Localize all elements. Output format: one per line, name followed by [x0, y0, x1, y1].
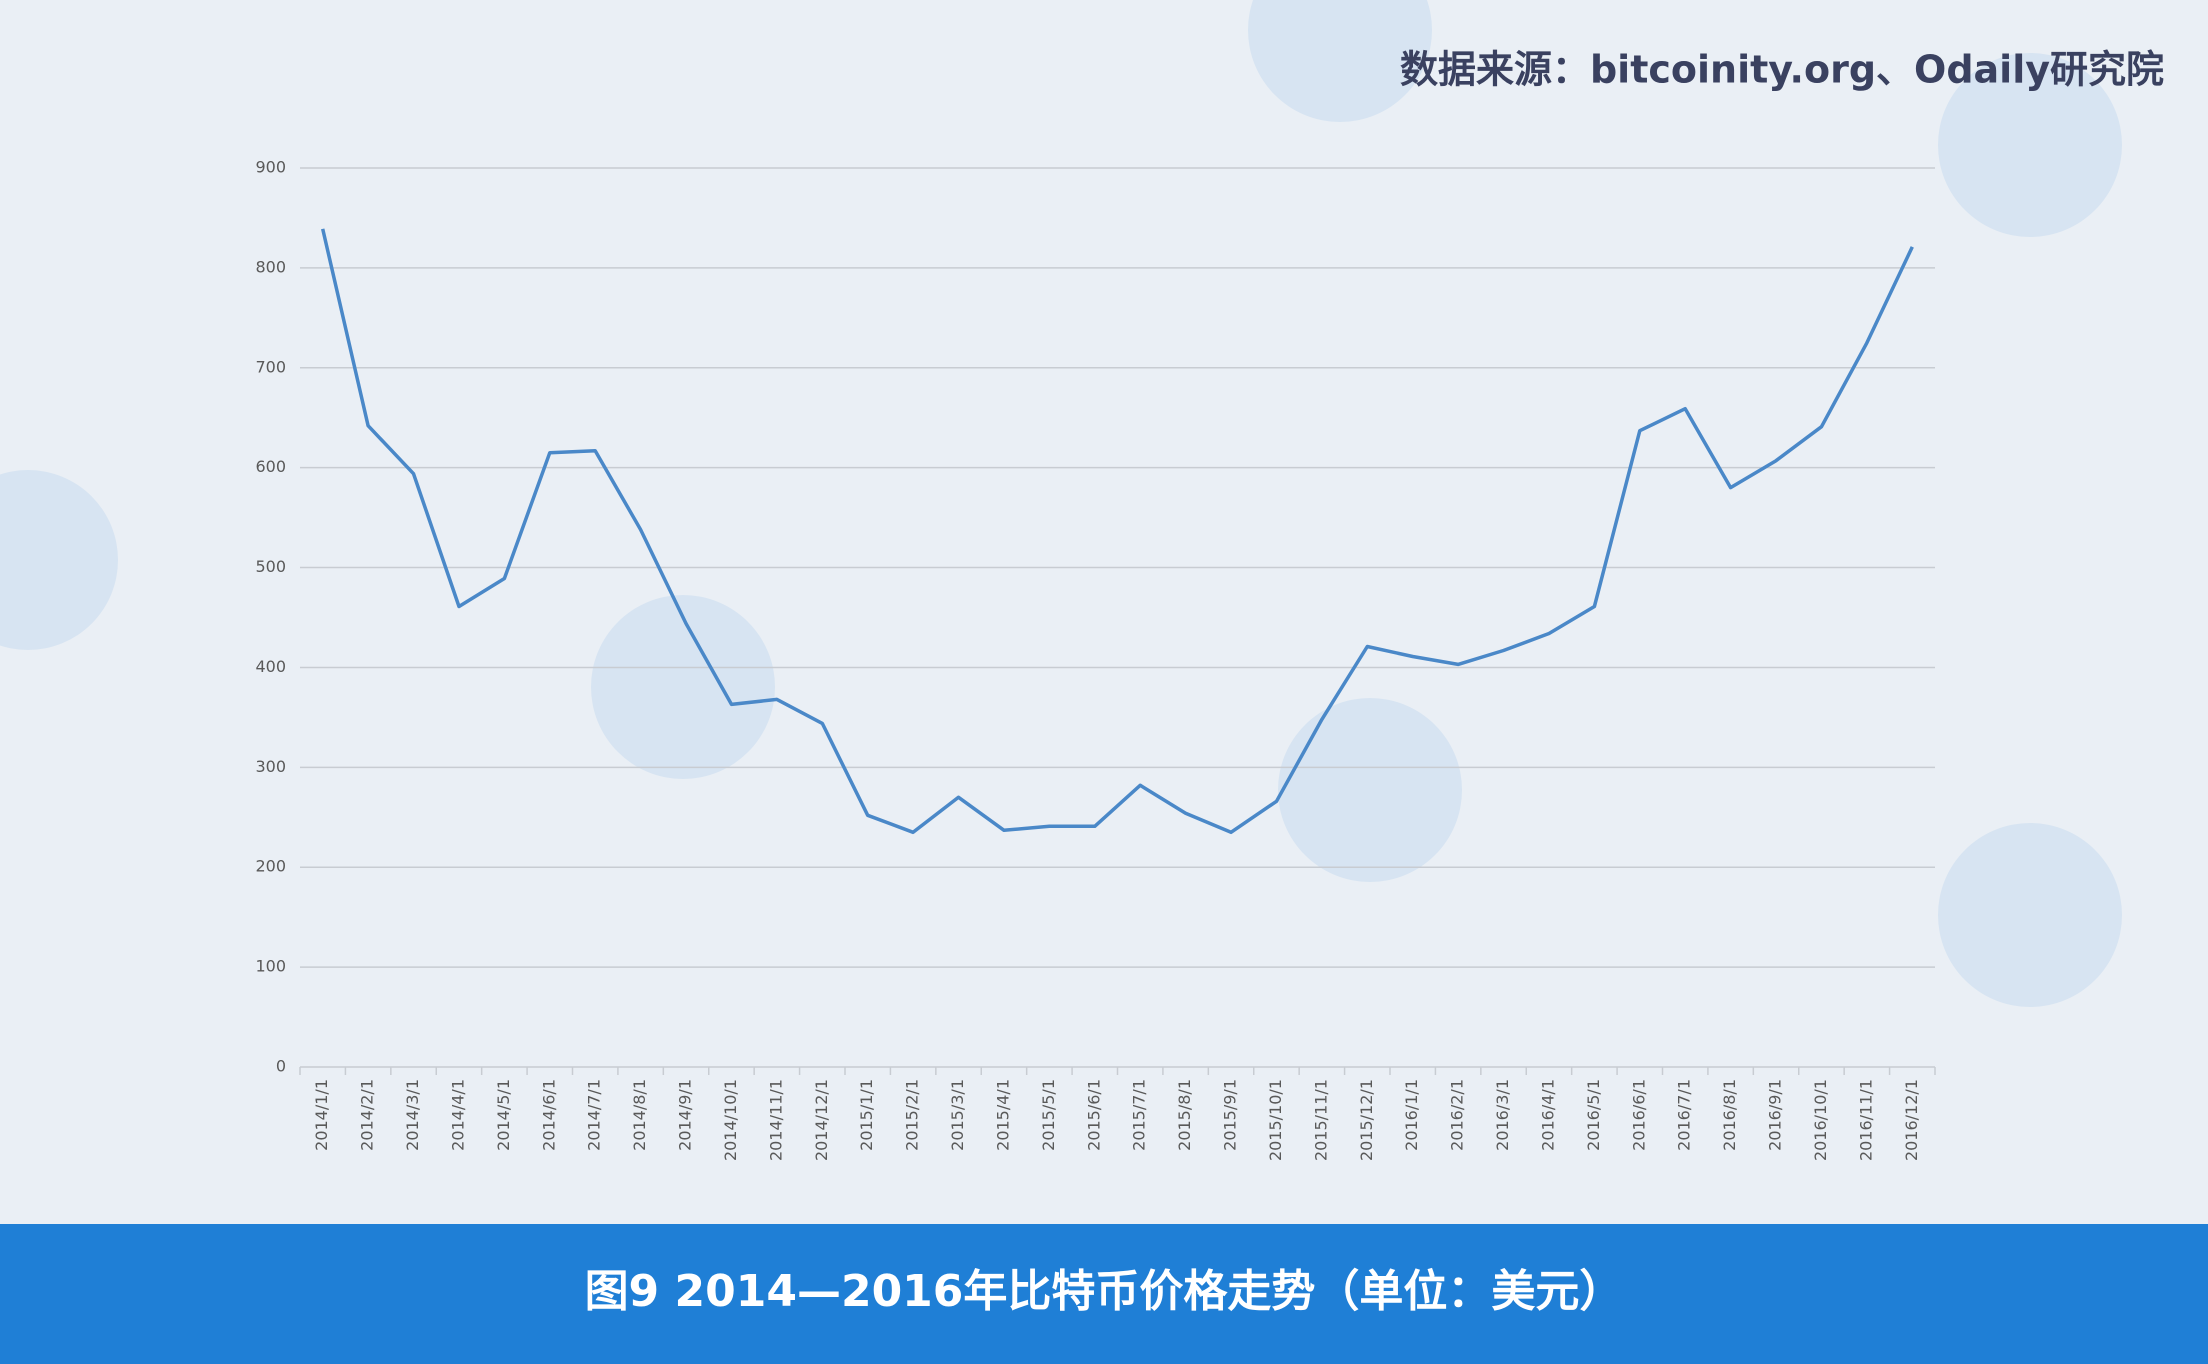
y-tick-label: 900: [255, 158, 286, 177]
x-tick-label: 2016/6/1: [1629, 1079, 1648, 1151]
watermark-circle: [1248, 0, 1432, 122]
x-tick-label: 2016/7/1: [1675, 1079, 1694, 1151]
x-tick-label: 2015/9/1: [1221, 1079, 1240, 1151]
x-tick-label: 2014/12/1: [812, 1079, 831, 1161]
caption: 图9 2014—2016年比特币价格走势（单位：美元）: [585, 1266, 1624, 1317]
x-tick-label: 2016/11/1: [1856, 1079, 1875, 1161]
caption-bar: [0, 1224, 2208, 1364]
x-tick-label: 2016/5/1: [1584, 1079, 1603, 1151]
x-tick-label: 2015/6/1: [1084, 1079, 1103, 1151]
y-tick-label: 0: [276, 1057, 286, 1076]
watermark-circle: [0, 470, 118, 650]
plot: 0 100 200 300 400 500 600 700 800 900 2014/1/1 2014…: [255, 158, 1936, 1161]
x-tick-label: 2014/2/1: [358, 1079, 377, 1151]
watermark-circle: [591, 595, 775, 779]
x-tick-label: 2015/3/1: [948, 1079, 967, 1151]
x-tick-label: 2015/2/1: [903, 1079, 922, 1151]
y-tick-label: 200: [255, 857, 286, 876]
x-tick-label: 2015/11/1: [1311, 1079, 1330, 1161]
x-tick-label: 2016/2/1: [1448, 1079, 1467, 1151]
x-tick-label: 2014/5/1: [494, 1079, 513, 1151]
y-tick-label: 100: [255, 957, 286, 976]
watermark-circle: [1938, 823, 2122, 1007]
x-tick-label: 2014/3/1: [403, 1079, 422, 1151]
x-tick-label: 2016/9/1: [1766, 1079, 1785, 1151]
watermark: [0, 0, 2122, 1007]
x-tick-label: 2016/3/1: [1493, 1079, 1512, 1151]
watermark-circle: [1278, 698, 1462, 882]
x-tick-label: 2016/12/1: [1902, 1079, 1921, 1161]
x-tick-label: 2014/1/1: [312, 1079, 331, 1151]
source: 数据来源：bitcoinity.org、Odaily研究院: [1400, 48, 2164, 92]
x-tick-label: 2014/4/1: [448, 1079, 467, 1151]
x-tick-label: 2015/4/1: [993, 1079, 1012, 1151]
x-tick-label: 2014/9/1: [676, 1079, 695, 1151]
x-tick-label: 2015/7/1: [1130, 1079, 1149, 1151]
x-tick-label: 2014/6/1: [539, 1079, 558, 1151]
x-tick-label: 2016/1/1: [1402, 1079, 1421, 1151]
x-tick-label: 2014/8/1: [630, 1079, 649, 1151]
watermark-circle: [1938, 53, 2122, 237]
y-tick-label: 700: [255, 357, 286, 376]
x-tick-label: 2016/4/1: [1538, 1079, 1557, 1151]
x-tick-label: 2014/11/1: [766, 1079, 785, 1161]
x-tick-label: 2015/8/1: [1175, 1079, 1194, 1151]
y-tick-label: 500: [255, 557, 286, 576]
x-tick-label: 2015/10/1: [1266, 1079, 1285, 1161]
x-tick-label: 2015/12/1: [1357, 1079, 1376, 1161]
y-tick-label: 800: [255, 257, 286, 276]
x-tick-label: 2016/10/1: [1811, 1079, 1830, 1161]
x-tick-label: 2014/7/1: [585, 1079, 604, 1151]
x-tick-label: 2016/8/1: [1720, 1079, 1739, 1151]
y-tick-label: 400: [255, 657, 286, 676]
x-tick-label: 2014/10/1: [721, 1079, 740, 1161]
x-tick-label: 2015/1/1: [857, 1079, 876, 1151]
x-tick-label: 2015/5/1: [1039, 1079, 1058, 1151]
y-tick-label: 300: [255, 757, 286, 776]
price-line: [320, 228, 1914, 835]
y-tick-label: 600: [255, 457, 286, 476]
